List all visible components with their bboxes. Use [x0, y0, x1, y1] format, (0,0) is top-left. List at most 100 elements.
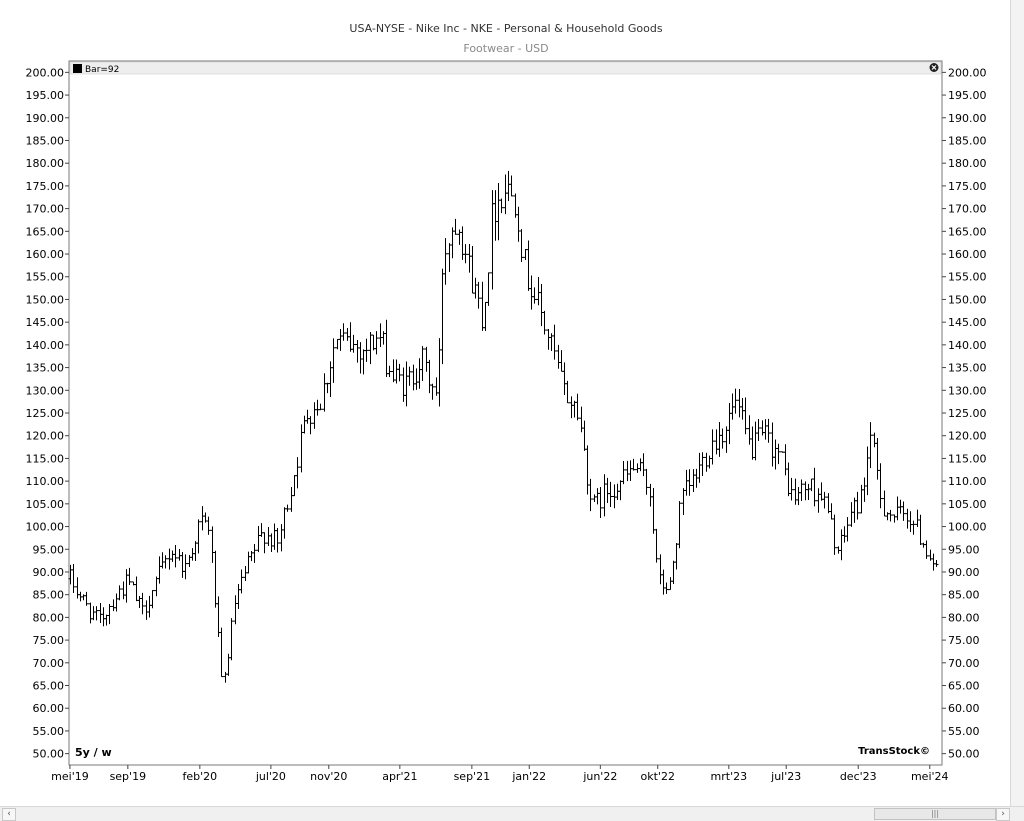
price-bar — [608, 481, 613, 507]
y-tick-label-left: 150.00 — [26, 293, 65, 306]
y-tick-label-right: 200.00 — [948, 66, 987, 79]
y-tick-label-right: 190.00 — [948, 112, 987, 125]
legend-swatch — [73, 64, 82, 73]
plot-header-bar — [69, 61, 942, 75]
y-tick-label-left: 115.00 — [26, 452, 65, 465]
price-bar — [644, 468, 649, 495]
price-bar — [499, 198, 504, 214]
price-bar — [733, 388, 738, 414]
y-tick-label-right: 140.00 — [948, 339, 987, 352]
x-tick-label: mei'19 — [51, 770, 89, 783]
price-bar — [812, 467, 817, 507]
price-bar — [901, 501, 906, 521]
price-bar — [687, 469, 692, 496]
y-tick-label-right: 60.00 — [948, 702, 980, 715]
price-bar — [107, 604, 112, 625]
grip-icon[interactable]: ||| — [874, 808, 996, 820]
y-tick-label-left: 175.00 — [26, 180, 65, 193]
chart-title: USA-NYSE - Nike Inc - NKE - Personal & H… — [349, 22, 663, 35]
price-bar — [598, 486, 603, 519]
y-tick-label-right: 100.00 — [948, 521, 987, 534]
y-tick-label-right: 195.00 — [948, 89, 987, 102]
y-tick-label-left: 190.00 — [26, 112, 65, 125]
price-bar — [565, 380, 570, 404]
price-bar — [285, 504, 290, 512]
y-tick-label-right: 50.00 — [948, 748, 980, 761]
y-tick-label-left: 105.00 — [26, 498, 65, 511]
y-tick-label-right: 90.00 — [948, 566, 980, 579]
y-tick-label-left: 85.00 — [33, 589, 65, 602]
price-bar — [443, 238, 448, 285]
price-bar — [387, 365, 392, 378]
y-tick-label-left: 125.00 — [26, 407, 65, 420]
price-bar — [84, 591, 89, 606]
horizontal-scrollbar[interactable]: ‹ ||| › — [0, 806, 1024, 821]
y-tick-label-right: 165.00 — [948, 225, 987, 238]
price-bar — [743, 397, 748, 435]
price-bar — [331, 338, 336, 383]
y-tick-label-right: 80.00 — [948, 611, 980, 624]
price-bar — [766, 418, 771, 443]
price-bar — [140, 592, 145, 615]
chevron-left-icon[interactable]: ‹ — [2, 808, 16, 821]
x-tick-label: mrt'23 — [711, 770, 748, 783]
price-bar — [430, 383, 435, 400]
price-bar — [94, 606, 99, 621]
y-tick-label-right: 115.00 — [948, 452, 987, 465]
y-tick-label-left: 200.00 — [26, 66, 65, 79]
price-bar — [588, 478, 593, 512]
y-tick-label-left: 195.00 — [26, 89, 65, 102]
price-bar — [229, 618, 234, 661]
price-bar — [308, 416, 313, 435]
price-bar — [486, 272, 491, 306]
y-tick-label-left: 145.00 — [26, 316, 65, 329]
price-bar — [911, 520, 916, 535]
y-axis-right: 200.00 195.00 190.00 185.00 180.00 175.00 170.… — [942, 66, 987, 761]
price-bar — [275, 528, 280, 553]
close-icon[interactable] — [929, 63, 939, 72]
x-tick-label: jan'22 — [511, 770, 546, 783]
price-bar — [845, 517, 850, 542]
price-bar — [575, 393, 580, 421]
price-bar — [822, 491, 827, 509]
y-tick-label-left: 70.00 — [33, 657, 65, 670]
y-tick-label-right: 70.00 — [948, 657, 980, 670]
price-bar — [519, 229, 524, 262]
x-tick-label: nov'20 — [310, 770, 347, 783]
price-bar — [364, 338, 369, 362]
price-bar — [700, 452, 705, 476]
price-bar — [341, 323, 346, 341]
vertical-scrollbar[interactable] — [1010, 0, 1024, 806]
price-chart[interactable]: Bar=92 200.00 195.00 190.00 185.00 180.00 175… — [0, 0, 1010, 806]
x-axis: mei'19 sep'19 feb'20 jul'20 nov'20 apr'21 sep'… — [51, 765, 949, 783]
price-bar — [789, 477, 794, 501]
y-tick-label-right: 170.00 — [948, 203, 987, 216]
price-bar — [163, 555, 168, 569]
y-tick-label-left: 50.00 — [33, 748, 65, 761]
price-bar — [219, 627, 224, 678]
price-bar — [397, 363, 402, 382]
price-bar — [127, 567, 132, 585]
price-bar — [351, 334, 356, 353]
price-bar — [710, 429, 715, 465]
price-bar — [654, 528, 659, 563]
y-tick-label-right: 155.00 — [948, 271, 987, 284]
y-tick-label-left: 100.00 — [26, 521, 65, 534]
y-tick-label-right: 160.00 — [948, 248, 987, 261]
y-tick-label-left: 65.00 — [33, 680, 65, 693]
period-label: 5y / w — [75, 746, 112, 759]
brand-label: TransStock© — [858, 746, 930, 757]
price-bar — [855, 491, 860, 520]
x-tick-label: sep'21 — [454, 770, 491, 783]
x-tick-label: jul'23 — [770, 770, 801, 783]
chart-subtitle: Footwear - USD — [463, 42, 549, 55]
price-bar — [295, 457, 300, 489]
chevron-right-icon[interactable]: › — [996, 808, 1010, 821]
y-tick-label-left: 75.00 — [33, 634, 65, 647]
price-bar — [888, 509, 893, 522]
price-bar — [476, 281, 481, 309]
plot-area[interactable] — [68, 60, 943, 766]
y-tick-label-right: 110.00 — [948, 475, 987, 488]
y-tick-label-right: 130.00 — [948, 384, 987, 397]
price-bar — [756, 418, 761, 441]
